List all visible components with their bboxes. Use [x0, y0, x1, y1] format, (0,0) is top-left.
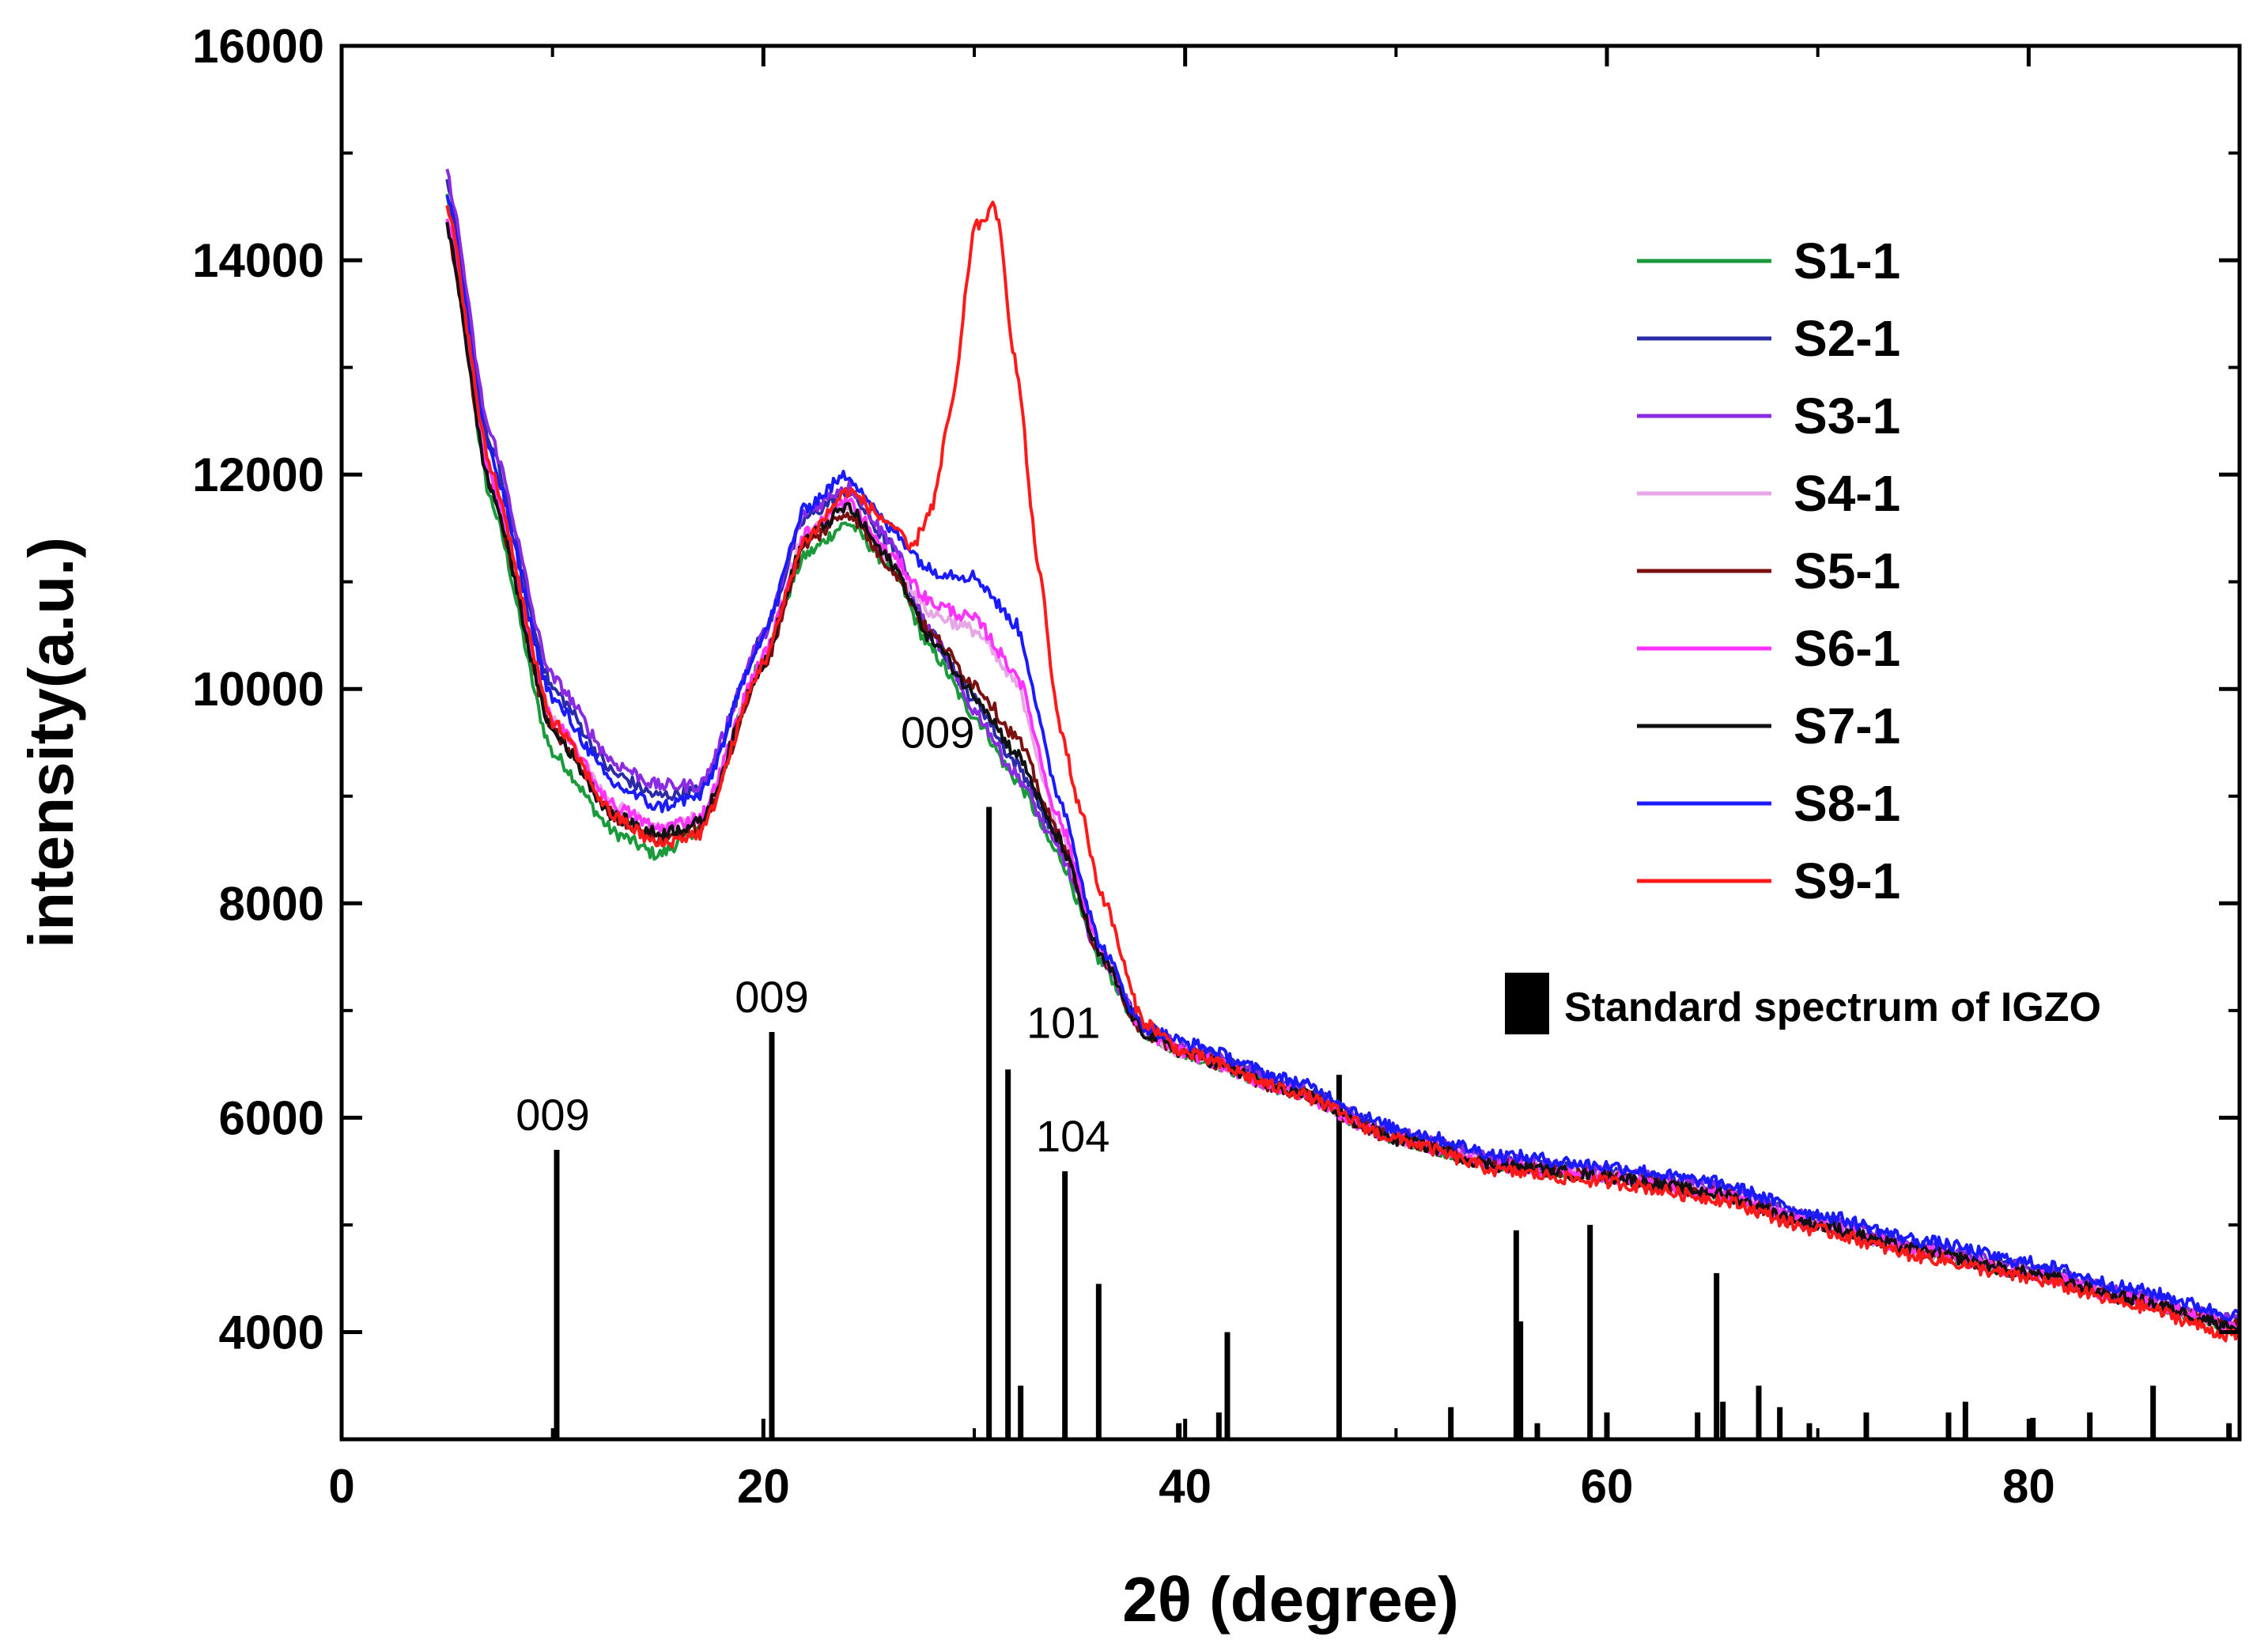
peak-annotation: 009: [516, 1090, 589, 1140]
x-tick-label: 60: [1581, 1460, 1634, 1513]
peak-annotations: 009 009 009 101 104: [516, 707, 1109, 1161]
peak-annotation: 101: [1026, 997, 1100, 1047]
y-tick-label: 16000: [192, 20, 324, 73]
y-tick-label: 14000: [192, 234, 324, 287]
y-tick-label: 10000: [192, 663, 324, 716]
y-axis-title: intensity(a.u.): [16, 537, 86, 948]
x-tick-label: 0: [328, 1460, 354, 1513]
peak-annotation: 009: [735, 972, 808, 1022]
series-line: [445, 168, 2240, 1327]
series-line: [445, 221, 2241, 1333]
reference-pattern: [554, 807, 2232, 1439]
x-tick-label: 40: [1159, 1460, 1212, 1513]
plot-frame: [339, 43, 2242, 1442]
y-tick-label: 6000: [219, 1091, 324, 1144]
legend-label: S5-1: [1794, 542, 1900, 599]
series-line: [445, 200, 2241, 1343]
legend-label: S1-1: [1794, 232, 1900, 289]
legend-label: S3-1: [1794, 387, 1900, 444]
legend-label: S6-1: [1794, 620, 1900, 677]
legend-label: S8-1: [1794, 775, 1900, 832]
series-layer: [445, 168, 2241, 1343]
series-line: [445, 222, 2241, 1333]
legend-reference-swatch: [1505, 973, 1549, 1034]
legend: S1-1 S2-1 S3-1 S4-1 S5-1 S6-1 S7-1 S8-1 S9-1 Stan…: [1505, 232, 2101, 1034]
x-tick-label: 80: [2002, 1460, 2055, 1513]
y-tick-label: 8000: [219, 877, 324, 930]
legend-label: S2-1: [1794, 310, 1900, 367]
peak-annotation: 104: [1036, 1111, 1109, 1161]
axis-ticks: 0 20 40 60 80 4000 6000 8000 10000 12000 14000 1600…: [192, 20, 2240, 1513]
legend-label: S9-1: [1794, 852, 1900, 909]
y-tick-label: 4000: [219, 1306, 324, 1359]
peak-annotation: 009: [901, 707, 974, 757]
x-tick-label: 20: [737, 1460, 790, 1513]
series-line: [445, 218, 2241, 1333]
series-line: [445, 195, 2241, 1322]
legend-label: S4-1: [1794, 465, 1900, 522]
y-tick-label: 12000: [192, 448, 324, 501]
legend-label: S7-1: [1794, 697, 1900, 754]
legend-reference-label: Standard spectrum of IGZO: [1564, 985, 2101, 1030]
x-axis-title: 2θ (degree): [1122, 1564, 1459, 1635]
series-line: [445, 222, 2241, 1333]
